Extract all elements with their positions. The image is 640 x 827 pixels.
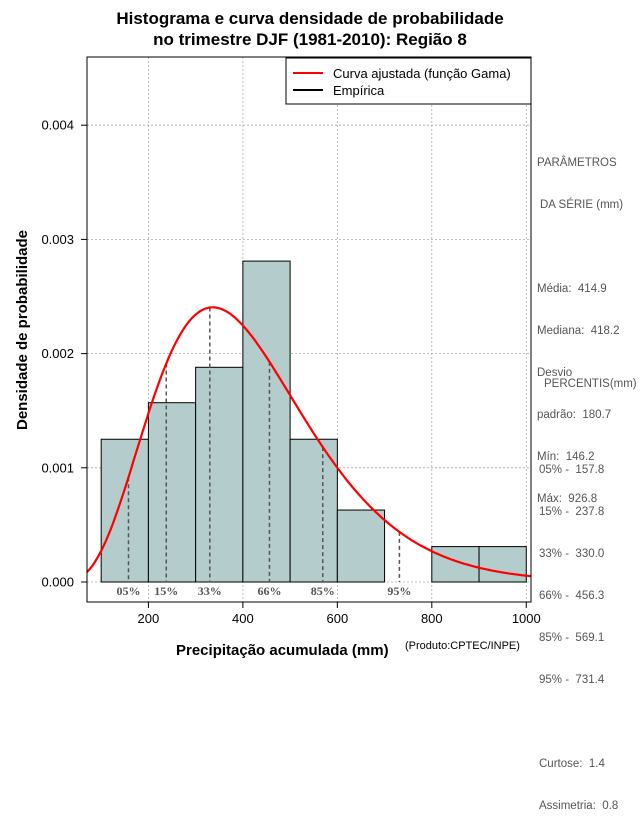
gamma-curve-group bbox=[86, 306, 532, 578]
percentile-label: 15% bbox=[154, 584, 178, 598]
stat-desvio-value: padrão: 180.7 bbox=[537, 409, 612, 421]
histogram-bar bbox=[289, 438, 338, 583]
legend-box bbox=[285, 57, 532, 105]
chart-title-line-2: no trimestre DJF (1981-2010): Região 8 bbox=[153, 30, 467, 49]
histogram-bars bbox=[100, 260, 527, 583]
histogram-bar bbox=[147, 402, 197, 583]
credit-text: (Produto:CPTEC/INPE) bbox=[405, 640, 520, 652]
legend-label-empirical: Empírica bbox=[333, 83, 385, 98]
percentile-p33: 33% - 330.0 bbox=[539, 548, 605, 560]
stat-assimetria: Assimetria: 0.8 bbox=[539, 800, 619, 812]
chart-title: Histograma e curva densidade de probabil… bbox=[0, 8, 620, 50]
axes: 200 400 600 800 1000 0.000 0.001 0.002 0.003 0.00… bbox=[41, 118, 540, 626]
histogram-bar bbox=[431, 546, 480, 583]
stats-heading-1: PARÂMETROS bbox=[537, 157, 617, 169]
stat-curtose: Curtose: 1.4 bbox=[539, 758, 605, 770]
stat-media: Média: 414.9 bbox=[537, 283, 607, 295]
x-tick-label: 400 bbox=[232, 611, 254, 626]
stats-panel: PARÂMETROS DA SÉRIE (mm) Média: 414.9 Me… bbox=[537, 128, 623, 520]
y-axis-title: Densidade de probabilidade bbox=[14, 230, 31, 430]
percentile-p05: 05% - 157.8 bbox=[539, 464, 605, 476]
x-axis-title: Precipitação acumulada (mm) bbox=[176, 642, 389, 659]
stats-heading-2: DA SÉRIE (mm) bbox=[540, 199, 624, 211]
histogram-bar bbox=[195, 366, 244, 583]
stat-mediana: Mediana: 418.2 bbox=[537, 325, 620, 337]
percentile-label: 85% bbox=[311, 584, 335, 598]
y-tick-label: 0.004 bbox=[41, 118, 74, 133]
x-tick-label: 200 bbox=[138, 611, 160, 626]
histogram-chart: 05% 15% 33% 66% 85% 95% 200 400 600 800 1000 0.000… bbox=[14, 56, 541, 626]
percentile-label: 05% bbox=[116, 584, 140, 598]
percentile-label: 33% bbox=[198, 584, 222, 598]
y-tick-label: 0.001 bbox=[41, 460, 74, 475]
y-tick-label: 0.000 bbox=[41, 575, 74, 590]
legend-label-curve: Curva ajustada (função Gama) bbox=[333, 66, 511, 81]
histogram-bar bbox=[336, 509, 386, 583]
percentile-lines bbox=[127, 307, 401, 582]
plot-frame bbox=[86, 56, 532, 603]
percentile-labels: 05% 15% 33% 66% 85% 95% bbox=[116, 584, 411, 598]
y-tick-label: 0.002 bbox=[41, 346, 74, 361]
histogram-bar bbox=[242, 260, 291, 583]
percentile-p95: 95% - 731.4 bbox=[539, 674, 605, 686]
legend: Curva ajustada (função Gama) Empírica bbox=[285, 57, 532, 105]
percentile-p15: 15% - 237.8 bbox=[539, 506, 605, 518]
stat-min: Mín: 146.2 bbox=[537, 451, 595, 463]
percentile-label: 66% bbox=[257, 584, 281, 598]
x-tick-label: 600 bbox=[326, 611, 348, 626]
histogram-bar bbox=[100, 438, 149, 583]
stat-desvio-label: Desvio bbox=[537, 367, 573, 379]
percentile-panel: PERCENTIS(mm) 05% - 157.8 15% - 237.8 33… bbox=[539, 349, 637, 827]
histogram-bar bbox=[478, 546, 527, 583]
y-tick-label: 0.003 bbox=[41, 232, 74, 247]
x-tick-label: 800 bbox=[421, 611, 443, 626]
chart-title-line-1: Histograma e curva densidade de probabil… bbox=[116, 9, 504, 28]
stat-max: Máx: 926.8 bbox=[537, 493, 598, 505]
percentile-heading: PERCENTIS(mm) bbox=[544, 378, 637, 390]
percentile-p85: 85% - 569.1 bbox=[539, 632, 605, 644]
x-tick-label: 1000 bbox=[512, 611, 541, 626]
percentile-label: 95% bbox=[387, 584, 411, 598]
gamma-curve bbox=[86, 306, 532, 578]
percentile-p66: 66% - 456.3 bbox=[539, 590, 605, 602]
